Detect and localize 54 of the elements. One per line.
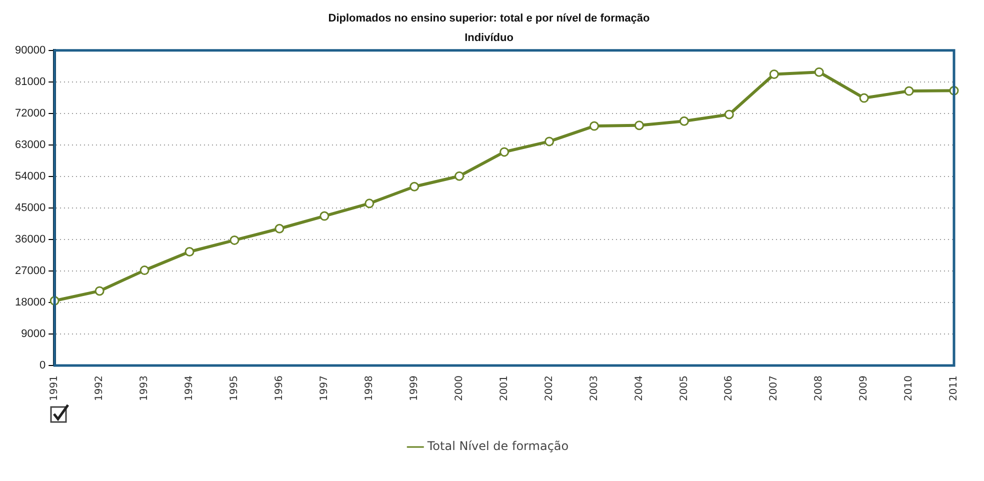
y-tick-label: 36000 xyxy=(14,234,46,246)
point xyxy=(410,182,420,192)
x-tick-label: 1991 xyxy=(49,376,60,402)
point xyxy=(634,120,644,130)
y-tick-label: 72000 xyxy=(14,107,46,120)
point xyxy=(94,286,104,296)
x-tick-label: 1997 xyxy=(319,376,330,402)
point xyxy=(500,147,510,157)
legend-label: Total Nível de formação xyxy=(426,439,569,454)
point xyxy=(859,93,869,103)
x-tick-label: 2005 xyxy=(678,376,690,402)
point xyxy=(544,136,554,146)
x-tick-label: 1994 xyxy=(184,376,196,402)
y-tick-label: 0 xyxy=(39,360,46,372)
x-tick-label: 1993 xyxy=(139,376,150,402)
y-tick-label: 18000 xyxy=(14,296,46,309)
point xyxy=(364,198,374,208)
x-tick-label: 1996 xyxy=(274,376,286,402)
x-tick-label: 2003 xyxy=(588,376,600,402)
point xyxy=(274,224,284,234)
point xyxy=(724,110,734,120)
x-tick-label: 2006 xyxy=(724,376,735,402)
x-tick-label: 2010 xyxy=(904,376,915,402)
chart-subtitle: Indivíduo xyxy=(464,32,514,44)
point xyxy=(184,246,194,256)
y-tick-label: 90000 xyxy=(14,44,46,56)
point xyxy=(320,211,330,221)
y-tick-label: 81000 xyxy=(14,76,46,88)
x-tick-label: 1995 xyxy=(229,376,240,402)
x-tick-label: 2007 xyxy=(768,376,780,402)
x-tick-label: 2004 xyxy=(634,376,645,402)
x-tick-label: 1992 xyxy=(94,376,106,402)
point xyxy=(904,86,914,96)
x-tick-label: 1999 xyxy=(408,376,420,402)
point xyxy=(679,116,689,126)
x-tick-label: 2009 xyxy=(858,376,870,402)
y-tick-label: 9000 xyxy=(21,328,46,340)
x-tick-label: 2011 xyxy=(948,376,960,402)
point xyxy=(454,171,464,181)
y-tick-label: 63000 xyxy=(14,138,46,151)
point xyxy=(769,69,779,79)
point xyxy=(230,235,240,245)
x-tick-label: 2000 xyxy=(454,376,465,402)
y-tick-label: 54000 xyxy=(14,170,46,182)
x-tick-label: 2008 xyxy=(814,376,825,402)
x-tick-label: 1998 xyxy=(364,376,375,402)
point xyxy=(814,67,824,77)
x-tick-label: 2002 xyxy=(544,376,555,402)
y-tick-label: 27000 xyxy=(14,265,46,278)
chart-title: Diplomados no ensino superior: total e por nível de formação xyxy=(328,12,650,25)
point xyxy=(140,266,150,276)
x-tick-label: 2001 xyxy=(498,376,510,402)
y-tick-label: 45000 xyxy=(14,202,46,214)
point xyxy=(589,121,599,131)
